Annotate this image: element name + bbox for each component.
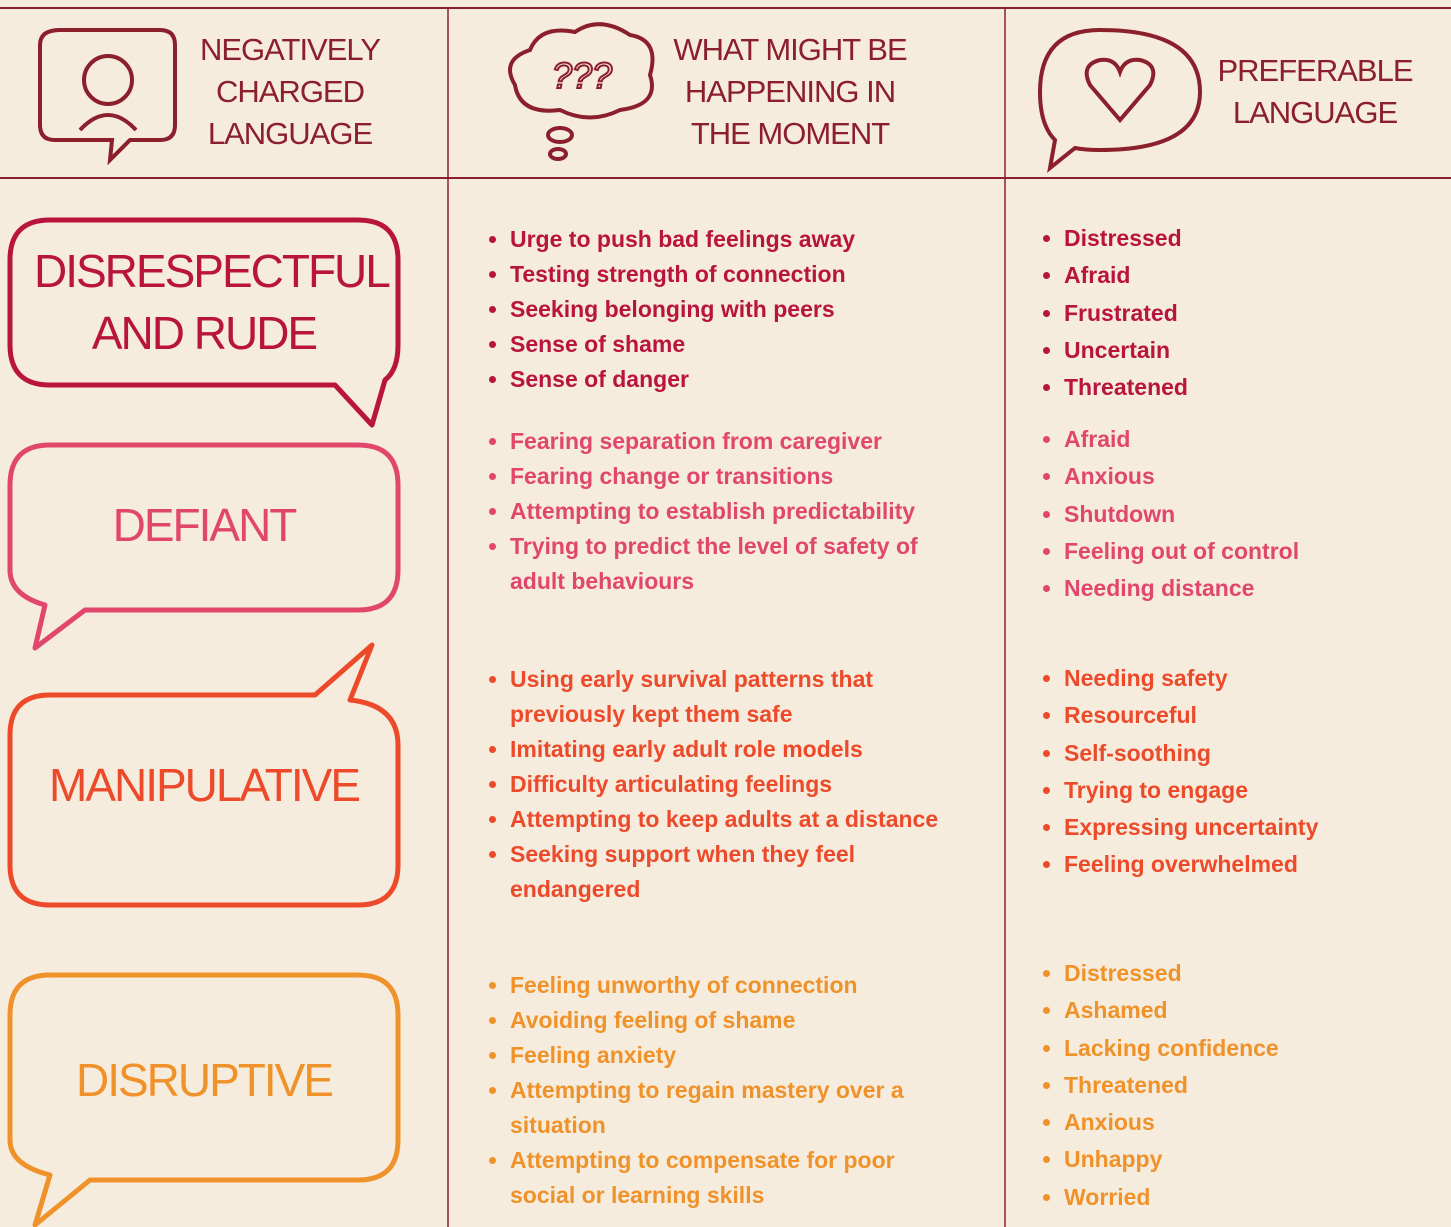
preferable-item: Expressing uncertainty <box>1064 809 1451 846</box>
icon-bubble <box>1037 27 1203 173</box>
icon-cloud-dot <box>546 126 574 144</box>
column-title: PREFERABLE LANGUAGE <box>1217 53 1413 130</box>
happening-item: Sense of danger <box>510 362 955 397</box>
icon-bubble <box>38 28 177 166</box>
preferable-item: Anxious <box>1064 1104 1451 1141</box>
preferable-list: AfraidAnxiousShutdownFeeling out of cont… <box>1038 421 1451 607</box>
happening-list: Feeling unworthy of connectionAvoiding f… <box>484 968 955 1213</box>
happening-item: Attempting to keep adults at a distance <box>510 802 955 837</box>
preferable-item: Ashamed <box>1064 992 1451 1029</box>
happening-item: Attempting to establish predictability <box>510 494 955 529</box>
speech-bubble <box>7 217 401 428</box>
happening-item: Using early survival patterns that previ… <box>510 662 955 732</box>
happening-item: Trying to predict the level of safety of… <box>510 529 955 599</box>
happening-item: Fearing separation from caregiver <box>510 424 955 459</box>
icon-cloud-dot <box>548 147 568 161</box>
happening-item: Attempting to regain mastery over a situ… <box>510 1073 955 1143</box>
row-label: DISRESPECTFUL AND RUDE <box>34 245 391 359</box>
happening-item: Imitating early adult role models <box>510 732 955 767</box>
preferable-item: Afraid <box>1064 421 1451 458</box>
icons: ??? <box>38 22 1203 173</box>
preferable-item: Worried <box>1064 1179 1451 1216</box>
row-label: MANIPULATIVE <box>49 759 361 811</box>
icon-cloud <box>508 22 655 120</box>
preferable-list: DistressedAshamedLacking confidenceThrea… <box>1038 955 1451 1216</box>
happening-item: Feeling unworthy of connection <box>510 968 955 1003</box>
happening-list: Fearing separation from caregiverFearing… <box>484 424 955 599</box>
preferable-item: Threatened <box>1064 1067 1451 1104</box>
preferable-item: Afraid <box>1064 257 1451 294</box>
icon-face <box>82 54 134 106</box>
happening-item: Seeking support when they feel endangere… <box>510 837 955 907</box>
preferable-item: Threatened <box>1064 369 1451 406</box>
speech-bubble <box>7 972 401 1227</box>
row-label: DISRUPTIVE <box>75 1054 334 1106</box>
preferable-item: Frustrated <box>1064 295 1451 332</box>
preferable-item: Distressed <box>1064 955 1451 992</box>
column-title: WHAT MIGHT BE HAPPENING IN THE MOMENT <box>673 32 907 151</box>
preferable-item: Unhappy <box>1064 1141 1451 1178</box>
happening-item: Feeling anxiety <box>510 1038 955 1073</box>
icon-heart <box>1084 57 1156 124</box>
preferable-list: Needing safetyResourcefulSelf-soothingTr… <box>1038 660 1451 884</box>
preferable-item: Shutdown <box>1064 496 1451 533</box>
happening-item: Testing strength of connection <box>510 257 955 292</box>
happening-item: Urge to push bad feelings away <box>510 222 955 257</box>
speech-bubble <box>7 442 401 651</box>
icon-body <box>78 113 138 132</box>
happening-item: Difficulty articulating feelings <box>510 767 955 802</box>
happening-item: Attempting to compensate for poor social… <box>510 1143 955 1213</box>
icon-question: ??? <box>552 55 612 96</box>
preferable-item: Resourceful <box>1064 697 1451 734</box>
preferable-item: Feeling overwhelmed <box>1064 846 1451 883</box>
preferable-item: Trying to engage <box>1064 772 1451 809</box>
preferable-list: DistressedAfraidFrustratedUncertainThrea… <box>1038 220 1451 406</box>
happening-item: Fearing change or transitions <box>510 459 955 494</box>
happening-item: Seeking belonging with peers <box>510 292 955 327</box>
preferable-item: Self-soothing <box>1064 735 1451 772</box>
happening-list: Using early survival patterns that previ… <box>484 662 955 907</box>
speech-bubble <box>7 642 401 908</box>
happening-item: Sense of shame <box>510 327 955 362</box>
happening-item: Avoiding feeling of shame <box>510 1003 955 1038</box>
preferable-item: Feeling out of control <box>1064 533 1451 570</box>
preferable-item: Needing safety <box>1064 660 1451 697</box>
column-title: NEGATIVELY CHARGED LANGUAGE <box>199 32 381 151</box>
preferable-item: Needing distance <box>1064 570 1451 607</box>
happening-list: Urge to push bad feelings awayTesting st… <box>484 222 955 397</box>
preferable-item: Anxious <box>1064 458 1451 495</box>
preferable-item: Uncertain <box>1064 332 1451 369</box>
row-label: DEFIANT <box>112 499 298 551</box>
preferable-item: Lacking confidence <box>1064 1030 1451 1067</box>
preferable-item: Distressed <box>1064 220 1451 257</box>
